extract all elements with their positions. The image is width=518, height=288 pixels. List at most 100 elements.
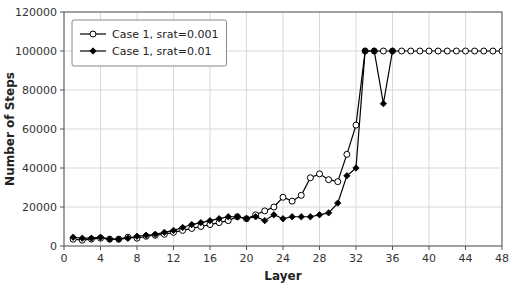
point bbox=[389, 48, 395, 54]
plot-frame bbox=[64, 12, 502, 246]
point bbox=[207, 217, 213, 223]
y-tick-label: 60000 bbox=[22, 123, 57, 136]
point bbox=[426, 48, 432, 54]
series bbox=[70, 48, 502, 243]
point bbox=[289, 214, 295, 220]
y-tick-label: 80000 bbox=[22, 84, 57, 97]
point bbox=[390, 48, 396, 54]
y-tick bbox=[60, 207, 64, 208]
series-line bbox=[73, 51, 392, 239]
grid-line-y bbox=[64, 129, 502, 130]
y-tick bbox=[60, 51, 64, 52]
y-tick bbox=[60, 129, 64, 130]
x-tick bbox=[465, 246, 466, 250]
point bbox=[444, 48, 450, 54]
point bbox=[326, 177, 332, 183]
point bbox=[307, 175, 313, 181]
x-tick bbox=[210, 246, 211, 250]
x-tick-label: 8 bbox=[134, 252, 141, 265]
x-tick-label: 20 bbox=[240, 252, 254, 265]
point bbox=[499, 48, 502, 54]
point bbox=[353, 165, 359, 171]
legend-label: Case 1, srat=0.01 bbox=[112, 45, 211, 58]
point bbox=[243, 216, 249, 222]
y-tick bbox=[60, 12, 64, 13]
x-axis-label: Layer bbox=[264, 269, 301, 283]
point bbox=[307, 214, 313, 220]
point bbox=[317, 171, 323, 177]
y-tick-label: 20000 bbox=[22, 201, 57, 214]
point bbox=[481, 48, 487, 54]
axes: 0481216202428323640444802000040000600008… bbox=[15, 6, 509, 265]
point bbox=[344, 151, 350, 157]
x-tick bbox=[319, 246, 320, 250]
y-tick-label: 40000 bbox=[22, 162, 57, 175]
point bbox=[79, 235, 85, 241]
point bbox=[70, 234, 76, 240]
series bbox=[70, 48, 396, 243]
point bbox=[362, 48, 368, 54]
point bbox=[335, 179, 341, 185]
x-tick bbox=[173, 246, 174, 250]
point bbox=[88, 235, 94, 241]
point bbox=[298, 214, 304, 220]
point bbox=[380, 100, 386, 106]
point bbox=[170, 227, 176, 233]
x-tick bbox=[392, 246, 393, 250]
point bbox=[435, 48, 441, 54]
grid-line-y bbox=[64, 207, 502, 208]
x-tick bbox=[64, 246, 65, 250]
y-tick-label: 100000 bbox=[15, 45, 57, 58]
x-tick-label: 24 bbox=[276, 252, 290, 265]
point bbox=[408, 48, 414, 54]
point bbox=[106, 236, 112, 242]
point bbox=[453, 48, 459, 54]
point bbox=[116, 236, 122, 242]
x-tick bbox=[137, 246, 138, 250]
x-tick-label: 48 bbox=[495, 252, 509, 265]
point bbox=[371, 48, 377, 54]
data bbox=[70, 48, 502, 243]
point bbox=[371, 48, 377, 54]
point bbox=[325, 210, 331, 216]
legend-label: Case 1, srat=0.001 bbox=[112, 28, 218, 41]
x-tick-label: 4 bbox=[97, 252, 104, 265]
point bbox=[262, 208, 268, 214]
point bbox=[198, 219, 204, 225]
y-tick bbox=[60, 168, 64, 169]
point bbox=[353, 122, 359, 128]
point bbox=[252, 214, 258, 220]
x-tick-label: 28 bbox=[313, 252, 327, 265]
y-tick-label: 0 bbox=[50, 240, 57, 253]
point bbox=[125, 235, 131, 241]
legend-marker bbox=[90, 48, 96, 54]
point bbox=[244, 216, 250, 222]
point bbox=[280, 216, 286, 222]
point bbox=[271, 212, 277, 218]
point bbox=[97, 234, 103, 240]
grid-line-y bbox=[64, 168, 502, 169]
y-tick bbox=[60, 246, 64, 247]
x-tick bbox=[429, 246, 430, 250]
point bbox=[225, 214, 231, 220]
point bbox=[280, 194, 286, 200]
x-tick bbox=[502, 246, 503, 250]
y-tick bbox=[60, 90, 64, 91]
grid bbox=[64, 12, 502, 246]
point bbox=[216, 216, 222, 222]
point bbox=[116, 236, 122, 242]
point bbox=[289, 198, 295, 204]
legend-marker bbox=[90, 31, 96, 37]
point bbox=[316, 212, 322, 218]
y-tick-label: 120000 bbox=[15, 6, 57, 19]
x-tick-label: 0 bbox=[61, 252, 68, 265]
point bbox=[362, 48, 368, 54]
series-line bbox=[73, 51, 502, 240]
point bbox=[152, 231, 158, 237]
chart: 0481216202428323640444802000040000600008… bbox=[0, 0, 518, 288]
x-tick bbox=[283, 246, 284, 250]
point bbox=[234, 214, 240, 220]
point bbox=[234, 214, 240, 220]
x-tick bbox=[246, 246, 247, 250]
point bbox=[417, 48, 423, 54]
